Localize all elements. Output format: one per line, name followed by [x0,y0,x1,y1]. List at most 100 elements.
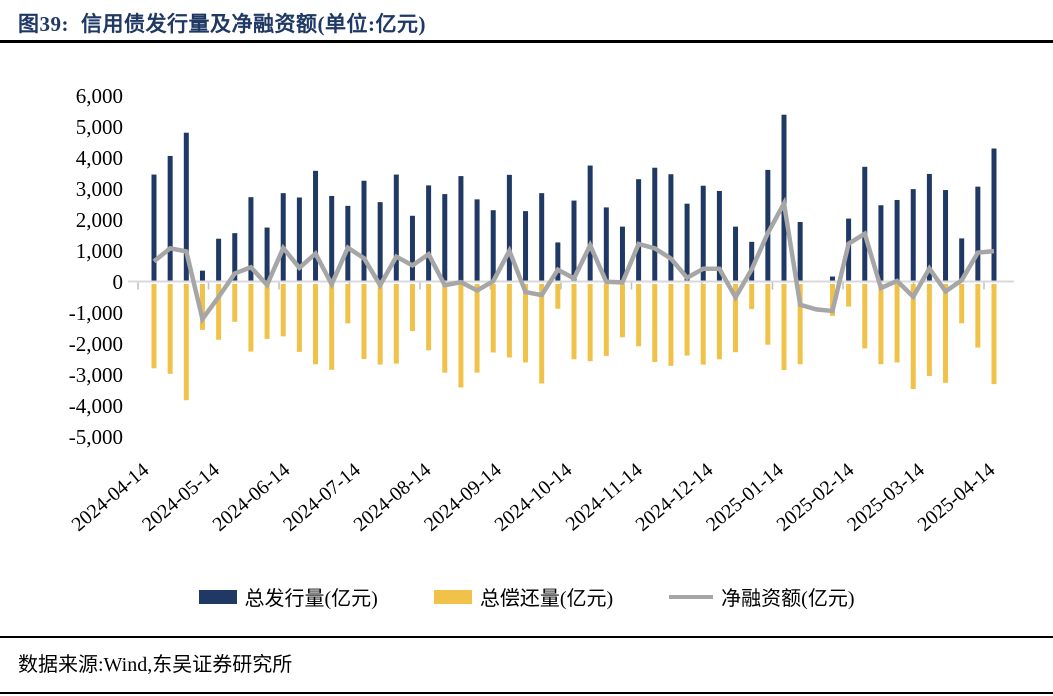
bar-repayment [652,284,658,363]
bar-repayment [409,284,415,332]
bar-issuance [700,185,706,281]
bar-issuance [296,197,302,281]
y-axis-tick-label: -1,000 [69,301,123,325]
bar-repayment [894,284,900,363]
bar-repayment [183,284,189,401]
bar-issuance [426,185,432,281]
bar-issuance [539,193,545,281]
bar-issuance [506,174,512,281]
bar-repayment [797,284,803,365]
page-title: 图39: 信用债发行量及净融资额(单位:亿元) [18,8,426,38]
bar-repayment [668,284,674,366]
bar-issuance [894,199,900,281]
bar-repayment [523,284,529,363]
bar-issuance [991,148,997,281]
bar-repayment [749,284,755,310]
bar-repayment [313,284,319,365]
bar-repayment [361,284,367,359]
legend-label-repayment: 总偿还量(亿元) [479,588,614,610]
bar-repayment [539,284,545,384]
bar-issuance [523,211,529,281]
x-axis-tick-label: 2024-04-14 [68,459,154,536]
bar-repayment [216,284,222,340]
y-axis-tick-label: 2,000 [76,208,123,232]
chart-legend: 总发行量(亿元) 总偿还量(亿元) 净融资额(亿元) [0,582,1053,611]
bar-repayment [151,284,157,369]
bar-repayment [975,284,981,348]
bar-issuance [619,226,625,281]
bar-repayment [393,284,399,364]
bar-repayment [862,284,868,349]
x-axis-tick-label: 2025-02-14 [773,459,859,536]
bar-repayment [377,284,383,365]
bar-issuance [910,189,916,281]
bar-issuance [329,195,335,281]
bar-repayment [716,284,722,360]
x-axis-tick-label: 2025-04-14 [914,459,1000,536]
x-axis-tick-label: 2024-11-14 [562,459,647,535]
figure-number-label: 图39: [18,12,69,36]
bar-issuance [409,215,415,281]
bar-issuance [232,233,238,281]
x-axis-tick-label: 2024-06-14 [209,459,295,536]
bar-repayment [555,284,561,309]
bar-issuance [199,270,205,281]
bar-repayment [199,284,205,330]
y-axis-tick-label: -4,000 [69,394,123,418]
bar-repayment [846,284,852,307]
bar-repayment [426,284,432,351]
bar-repayment [458,284,464,388]
y-axis-tick-label: 1,000 [76,239,123,263]
bar-issuance [781,114,787,281]
bar-repayment [603,284,609,356]
legend-label-net: 净融资额(亿元) [721,588,855,610]
bar-repayment [280,284,286,337]
bar-repayment [296,284,302,352]
bar-repayment [878,284,884,365]
x-axis-tick-label: 2025-01-14 [702,459,788,536]
y-axis-tick-label: 5,000 [76,115,123,139]
bar-repayment [910,284,916,390]
bar-repayment [619,284,625,338]
bar-issuance [571,200,577,281]
x-axis-tick-label: 2024-09-14 [420,459,506,536]
bar-issuance [975,186,981,281]
data-source-text: 数据来源:Wind,东吴证券研究所 [18,654,293,676]
bar-issuance [684,203,690,281]
bar-issuance [733,226,739,281]
bar-issuance [313,170,319,281]
y-axis-tick-label: -3,000 [69,363,123,387]
bar-issuance [959,238,965,281]
legend-item-issuance: 总发行量(亿元) [198,582,378,611]
bar-repayment [571,284,577,360]
bar-repayment [474,284,480,373]
bar-issuance [652,167,658,281]
bar-issuance [361,180,367,281]
bar-issuance [555,242,561,281]
bar-repayment [442,284,448,373]
bar-issuance [862,166,868,281]
bar-repayment [959,284,965,324]
bar-issuance [377,202,383,281]
bar-repayment [991,284,997,385]
y-axis-tick-label: 3,000 [76,177,123,201]
bar-issuance [248,197,254,281]
y-axis-tick-label: -5,000 [69,425,123,449]
bar-repayment [765,284,771,345]
bar-issuance [474,199,480,281]
bar-repayment [345,284,351,324]
bar-issuance [264,227,270,281]
bar-issuance [716,190,722,281]
bottom-border-rule [0,692,1053,694]
x-axis-tick-label: 2025-03-14 [843,459,929,536]
bar-issuance [829,276,835,281]
y-axis-tick-label: 6,000 [76,84,123,108]
bar-repayment [232,284,238,322]
bar-repayment [829,284,835,316]
bar-issuance [458,176,464,281]
bar-issuance [393,174,399,281]
x-axis-tick-label: 2024-12-14 [632,459,718,536]
footer-divider-rule [0,636,1053,638]
